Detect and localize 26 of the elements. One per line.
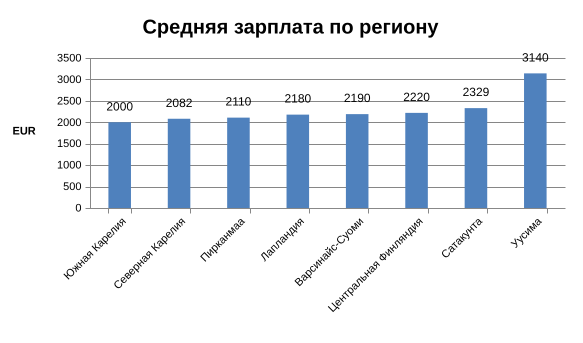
y-tick-label: 3000 [57,74,82,86]
data-label: 2329 [462,85,490,100]
data-label: 2180 [284,92,312,106]
data-label: 2220 [403,90,430,104]
data-label: 2000 [106,99,134,114]
y-tick-label: 2000 [57,116,82,129]
y-tick-label: 0 [75,202,82,214]
data-label: 2190 [344,91,371,106]
bar [108,122,131,208]
bar [227,118,250,208]
bar [286,114,310,208]
y-tick-label: 1000 [57,160,82,172]
data-label: 3140 [522,50,549,64]
bar [346,114,368,208]
bar [405,112,428,208]
y-tick-label: 3500 [57,52,82,64]
y-axis-title: EUR [12,126,36,138]
data-label: 2110 [226,94,252,109]
data-label: 2082 [166,96,193,110]
y-tick-label: 2500 [57,95,82,108]
bar [464,108,488,208]
y-tick-label: 1500 [57,138,82,150]
bar [524,73,547,208]
bar [168,118,190,208]
chart-title: Средняя зарплата по региону [142,16,440,38]
y-tick-label: 500 [63,181,82,194]
